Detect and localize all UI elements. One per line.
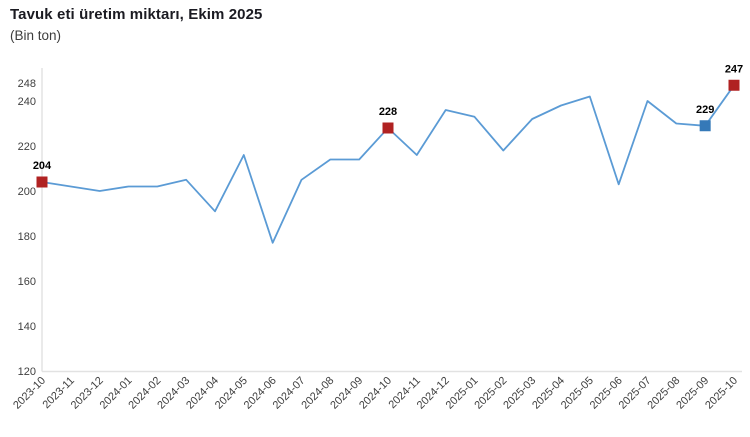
x-axis-tick-label: 2023-10 [11,375,48,412]
data-label-2025-09: 229 [696,104,714,116]
y-axis-tick-label: 120 [18,366,36,378]
y-axis-tick-label: 248 [18,78,36,90]
x-axis-tick-label: 2025-10 [703,375,740,412]
chart-title: Tavuk eti üretim miktarı, Ekim 2025 [10,6,263,23]
data-marker-2025-10 [728,79,740,91]
data-label-2025-10: 247 [725,63,743,75]
y-axis-tick-label: 240 [18,96,36,108]
x-axis-tick-label: 2024-10 [357,375,394,412]
data-marker-2023-10 [36,176,48,188]
chart-header: Tavuk eti üretim miktarı, Ekim 2025 (Bin… [10,6,263,43]
data-label-2024-10: 228 [379,106,397,118]
y-axis-tick-label: 200 [18,186,36,198]
y-axis-tick-label: 140 [18,321,36,333]
data-marker-2025-09 [699,120,711,132]
y-axis-tick-label: 180 [18,231,36,243]
y-axis-tick-label: 220 [18,141,36,153]
data-label-2023-10: 204 [33,160,52,172]
y-axis-tick-label: 160 [18,276,36,288]
chart-subtitle: (Bin ton) [10,28,62,43]
data-marker-2024-10 [382,122,394,134]
